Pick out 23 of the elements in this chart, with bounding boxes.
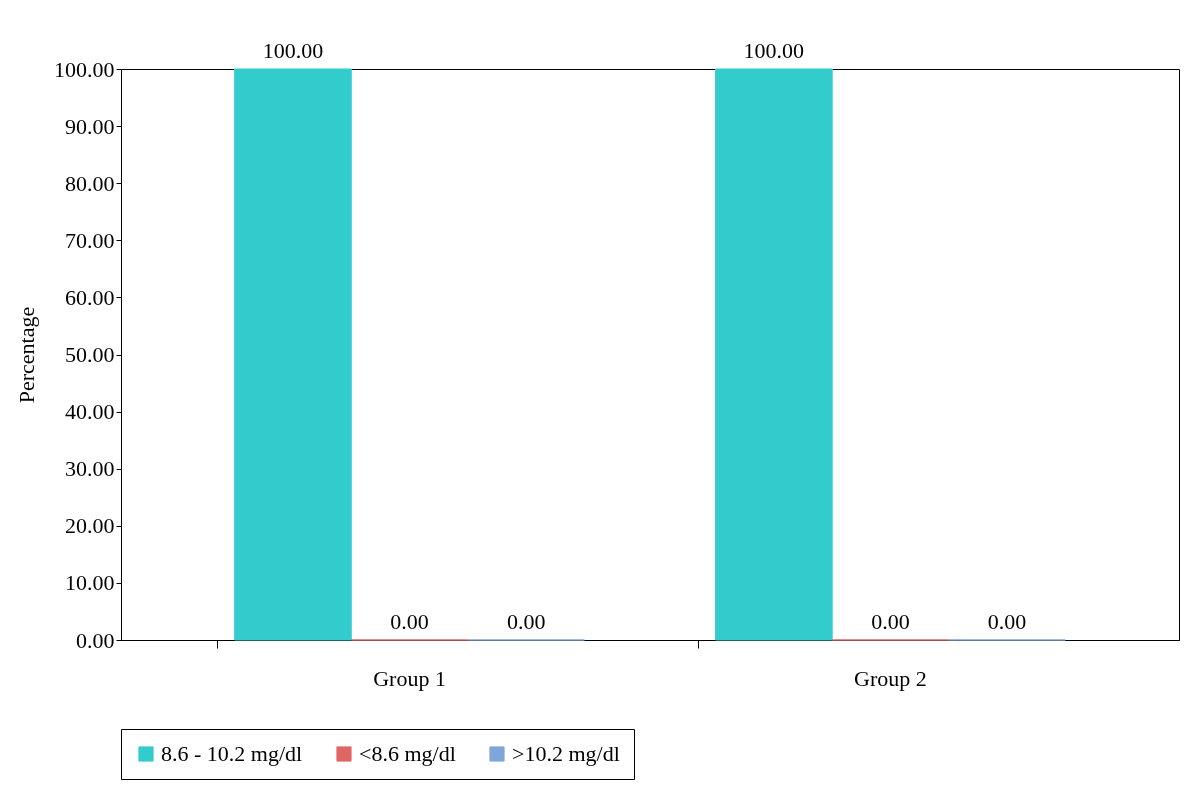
data-label: 0.00: [390, 609, 429, 634]
y-axis-title: Percentage: [14, 306, 39, 404]
y-tick-label: 50.00: [65, 342, 115, 367]
data-label: 0.00: [506, 609, 546, 634]
y-tick-label: 60.00: [65, 284, 115, 310]
data-label: 0.00: [871, 609, 910, 634]
x-tick-label: Group 2: [854, 665, 927, 691]
y-tick-label: 30.00: [65, 456, 115, 482]
y-tick-label: 70.00: [65, 227, 115, 253]
legend-label: >10.2 mg/dl: [512, 741, 620, 766]
y-tick-label: 80.00: [65, 170, 115, 196]
y-tick-label: 100.00: [54, 56, 115, 82]
data-label: 100.00: [262, 38, 324, 63]
x-tick-label: Group 1: [373, 665, 446, 691]
legend-label: 8.6 - 10.2 mg/dl: [161, 741, 303, 766]
legend-label: <8.6 mg/dl: [359, 741, 456, 766]
y-tick-label: 90.00: [65, 113, 115, 139]
data-label: 0.00: [987, 609, 1027, 634]
y-tick-label: 40.00: [65, 399, 115, 425]
y-tick-label: 10.00: [65, 570, 115, 596]
y-tick-label: 20.00: [65, 513, 115, 539]
y-tick-label: 0.00: [76, 627, 115, 653]
data-label: 100.00: [743, 38, 805, 63]
